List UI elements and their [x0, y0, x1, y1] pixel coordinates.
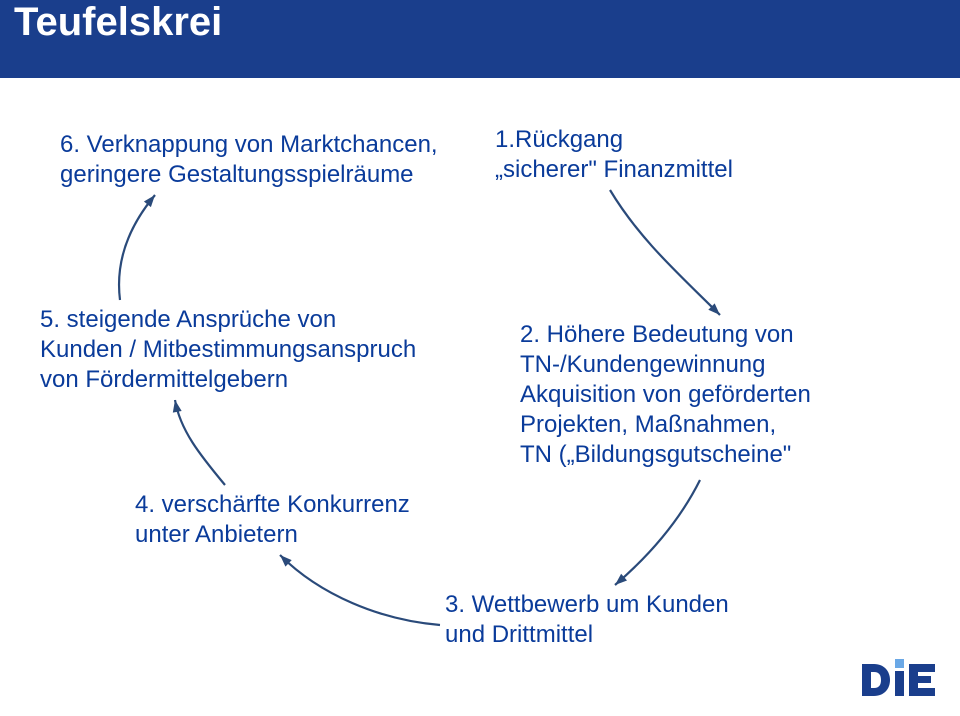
slide: Teufelskrei 1.Rückgang„sicherer" Finanzm… [0, 0, 960, 716]
node-3: 3. Wettbewerb um Kundenund Drittmittel [445, 590, 845, 650]
brand-logo [862, 656, 940, 698]
node-5: 5. steigende Ansprüche vonKunden / Mitbe… [40, 305, 470, 395]
node-4: 4. verschärfte Konkurrenzunter Anbietern [135, 490, 495, 550]
node-1: 1.Rückgang„sicherer" Finanzmittel [495, 125, 855, 185]
node-2: 2. Höhere Bedeutung vonTN-/Kundengewinnu… [520, 320, 920, 470]
slide-title: Teufelskrei [14, 0, 222, 45]
node-6: 6. Verknappung von Marktchancen,geringer… [60, 130, 520, 190]
